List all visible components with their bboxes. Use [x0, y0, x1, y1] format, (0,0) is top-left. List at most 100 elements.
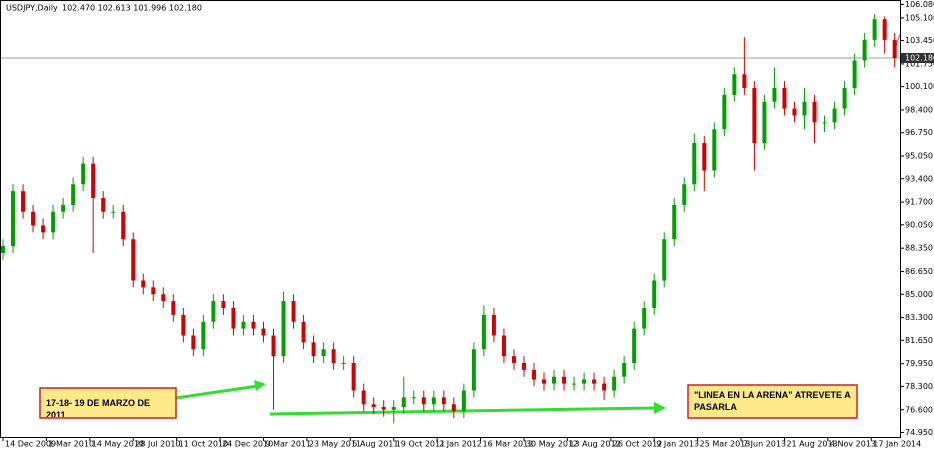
candle-body	[391, 407, 396, 410]
candle-body	[542, 379, 547, 384]
candle-body	[662, 239, 667, 281]
y-tick-label: 74.950	[905, 428, 933, 437]
candle-body	[11, 191, 16, 247]
candle-body	[421, 397, 426, 405]
candle-body	[501, 335, 506, 357]
annotation-box	[39, 387, 177, 419]
candle-body	[111, 211, 116, 213]
plot-frame	[0, 0, 901, 438]
candle-body	[531, 369, 536, 380]
candle-body	[732, 74, 737, 95]
candle-body	[221, 301, 226, 308]
y-tick-label: 98.400	[905, 106, 933, 115]
candle-body	[782, 88, 787, 109]
candle-body	[361, 390, 366, 405]
x-tick-label: 14 Dec 2009	[5, 440, 56, 449]
y-tick-label: 90.050	[905, 220, 933, 229]
y-tick-label: 101.750	[905, 59, 934, 68]
annotation-text: 17-18- 19 DE MARZO DE 2011	[46, 398, 151, 417]
candle-body	[722, 94, 727, 130]
candle-body	[141, 280, 146, 288]
candle-body	[171, 301, 176, 315]
candle-body	[411, 397, 416, 399]
y-tick-label: 106.080	[905, 0, 934, 9]
candle-body	[231, 308, 236, 329]
price-label-box	[901, 53, 934, 64]
x-tick-label: 2 Jan 2012	[439, 440, 482, 449]
ohlc-label: 102.470 102.613 101.996 102.180	[62, 4, 202, 13]
x-tick-label: 13 Aug 2012	[569, 440, 620, 449]
x-tick-label: 30 May 2012	[526, 440, 578, 449]
candle-body	[802, 101, 807, 116]
candle-body	[632, 328, 637, 363]
candle-body	[832, 108, 837, 123]
candle-body	[201, 321, 206, 350]
x-tick-label: 23 May 2011	[309, 440, 361, 449]
candle-body	[211, 301, 216, 322]
candle-body	[752, 88, 757, 143]
arrow	[175, 384, 259, 400]
arrow-head	[254, 380, 266, 391]
candle-body	[872, 19, 877, 40]
candle-body	[592, 379, 597, 384]
candle-body	[562, 376, 567, 384]
candle-body	[371, 404, 376, 407]
y-tick-label: 100.100	[905, 82, 934, 91]
arrow-head	[654, 402, 666, 414]
y-tick-label: 78.300	[905, 382, 933, 391]
candle-body	[151, 287, 156, 295]
candle-body	[251, 321, 256, 329]
x-tick-label: 17 Jan 2014	[873, 440, 921, 449]
x-tick-label: 28 Jul 2010	[135, 440, 180, 449]
x-tick-label: 26 Oct 2012	[613, 440, 662, 449]
candle-body	[652, 280, 657, 308]
candle-body	[572, 383, 577, 385]
candle-body	[742, 74, 747, 88]
y-tick-label: 83.300	[905, 313, 933, 322]
candle-body	[1, 246, 5, 253]
candle-body	[271, 335, 276, 357]
x-tick-label: 4 Nov 2013	[830, 440, 876, 449]
candle-body	[71, 184, 76, 205]
candle-body	[792, 108, 797, 116]
candle-body	[762, 101, 767, 143]
candle-body	[481, 314, 486, 350]
candle-body	[682, 184, 687, 205]
candle-body	[331, 349, 336, 363]
candle-body	[281, 301, 286, 357]
candle-body	[51, 211, 56, 233]
x-tick-label: 1 Mar 2010	[48, 440, 94, 449]
candle-body	[341, 363, 346, 364]
y-tick-label: 76.600	[905, 405, 933, 414]
x-tick-label: 16 Mar 2012	[483, 440, 534, 449]
candle-body	[451, 404, 456, 412]
candle-body	[622, 363, 627, 377]
y-tick-label: 96.750	[905, 128, 933, 137]
candle-body	[101, 198, 106, 212]
candle-body	[822, 122, 827, 124]
y-tick-label: 103.450	[905, 36, 934, 45]
x-tick-label: 11 Oct 2010	[179, 440, 228, 449]
y-tick-label: 88.350	[905, 244, 933, 253]
candle-body	[772, 88, 777, 102]
candle-body	[812, 101, 817, 123]
candle-body	[672, 204, 677, 240]
candle-body	[441, 397, 446, 405]
candle-body	[882, 19, 887, 40]
candle-body	[21, 191, 26, 212]
annotation-wrap: 17-18- 19 DE MARZO DE 2011	[46, 398, 151, 417]
candle-body	[181, 314, 186, 336]
x-tick-label: 9 Jan 2013	[656, 440, 699, 449]
y-tick-label: 86.650	[905, 267, 933, 276]
candle-body	[301, 321, 306, 343]
candle-body	[582, 379, 587, 384]
x-tick-label: 9 Mar 2011	[265, 440, 311, 449]
y-tick-label: 105.100	[905, 13, 934, 22]
candle-body	[191, 335, 196, 350]
y-tick-label: 91.700	[905, 198, 933, 207]
candle-body	[842, 88, 847, 109]
candle-body	[291, 301, 296, 322]
candle-body	[351, 363, 356, 391]
y-tick-label: 79.950	[905, 359, 933, 368]
x-tick-label: 25 Mar 2013	[700, 440, 751, 449]
